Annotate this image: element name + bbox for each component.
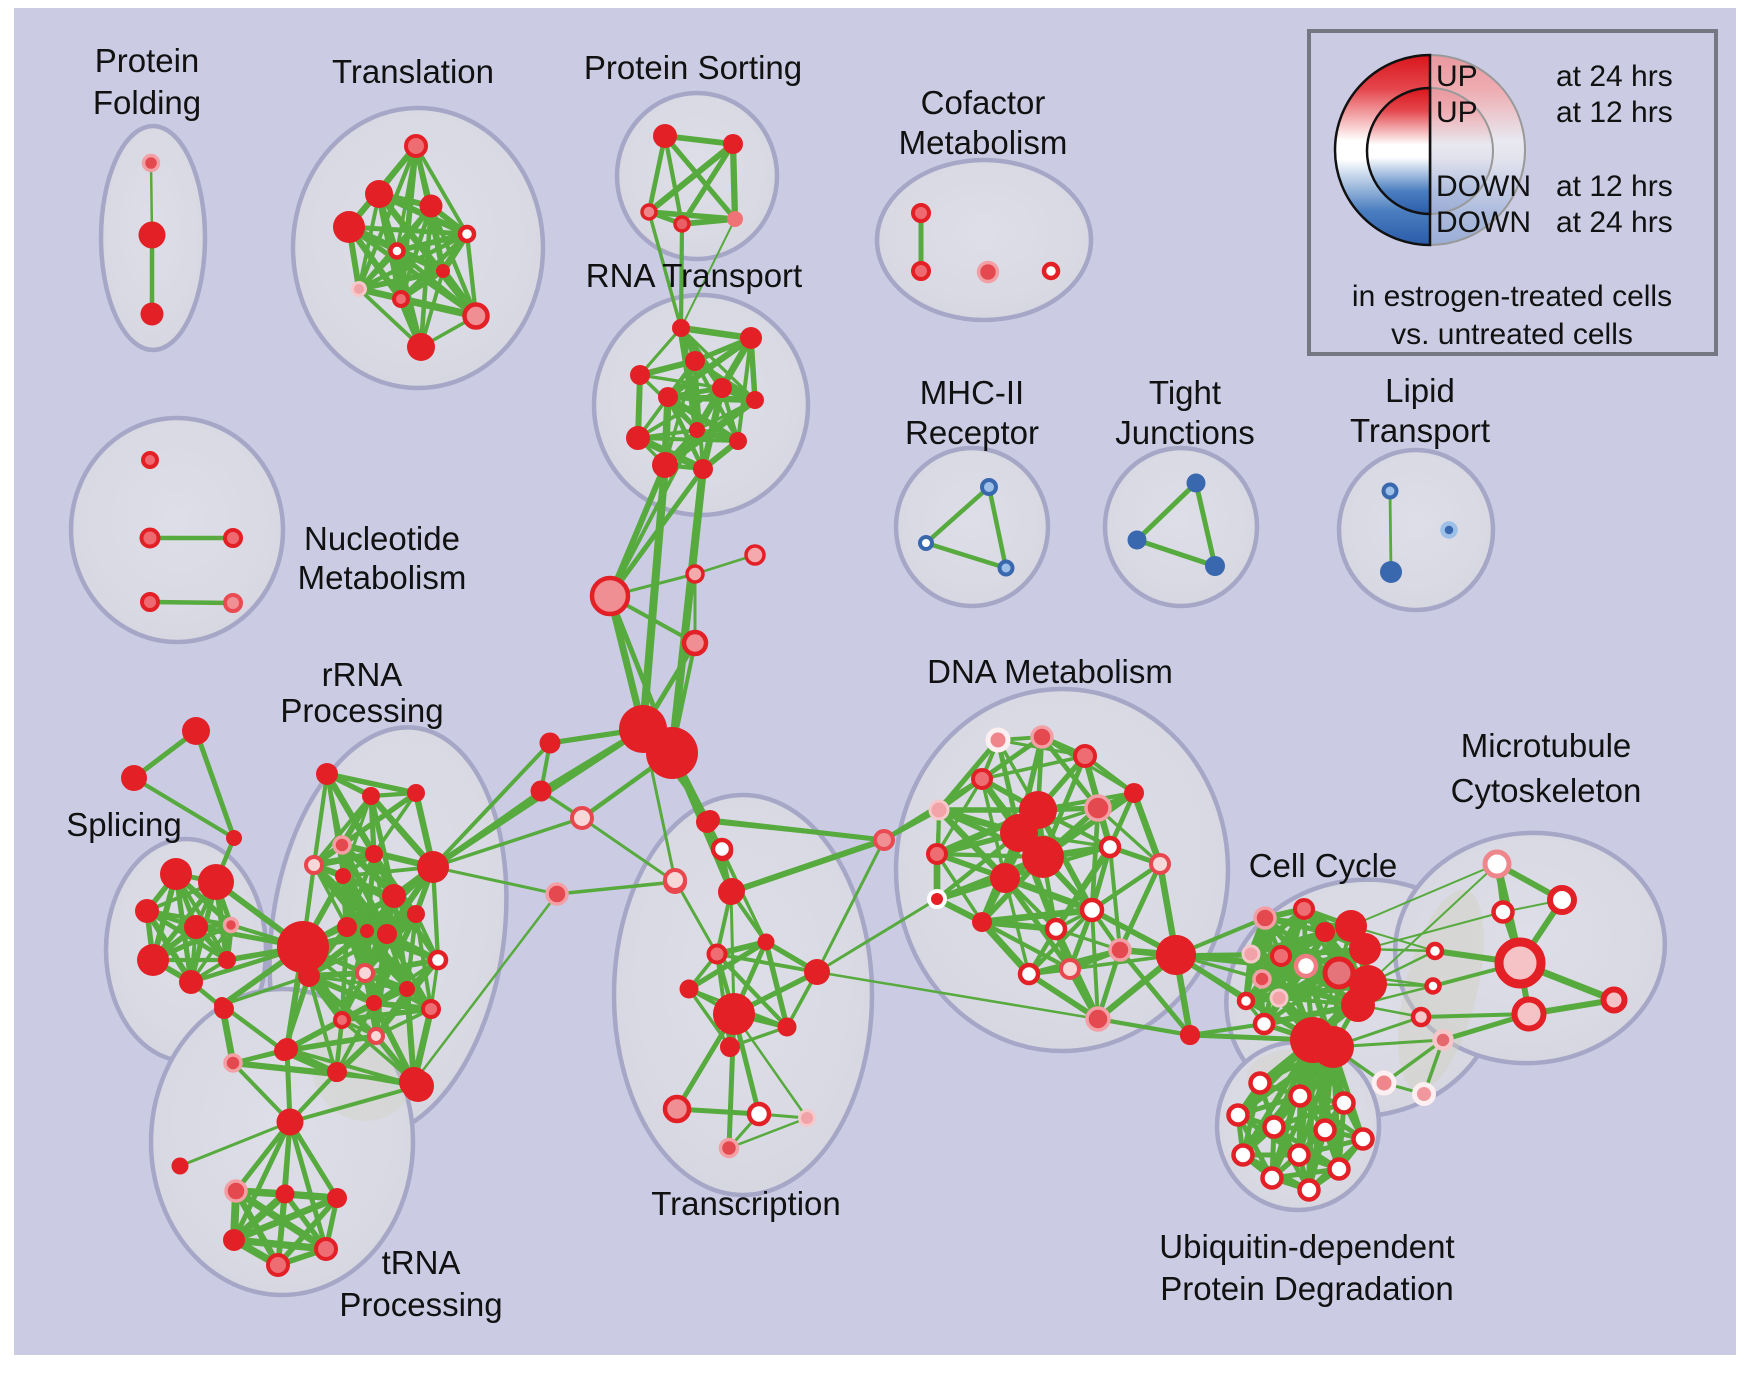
svg-text:Cytoskeleton: Cytoskeleton [1451,772,1642,809]
svg-text:at 24 hrs: at 24 hrs [1556,60,1673,93]
svg-text:Transport: Transport [1350,412,1490,449]
svg-text:tRNA: tRNA [382,1244,461,1281]
svg-text:Transcription: Transcription [651,1185,841,1222]
svg-text:DOWN: DOWN [1436,170,1531,203]
svg-text:Microtubule: Microtubule [1461,727,1632,764]
svg-text:UP: UP [1436,96,1478,129]
svg-text:Cell Cycle: Cell Cycle [1249,847,1398,884]
svg-text:DOWN: DOWN [1436,206,1531,239]
svg-text:at 12 hrs: at 12 hrs [1556,96,1673,129]
svg-text:Metabolism: Metabolism [298,559,467,596]
svg-text:Translation: Translation [332,53,494,90]
svg-text:Junctions: Junctions [1115,414,1254,451]
svg-text:Folding: Folding [93,84,201,121]
svg-text:Splicing: Splicing [66,806,182,843]
svg-text:at 12 hrs: at 12 hrs [1556,170,1673,203]
svg-text:at 24 hrs: at 24 hrs [1556,206,1673,239]
svg-text:MHC-II: MHC-II [920,374,1024,411]
svg-text:UP: UP [1436,60,1478,93]
svg-text:Metabolism: Metabolism [899,124,1068,161]
svg-text:Receptor: Receptor [905,414,1039,451]
svg-text:Tight: Tight [1149,374,1221,411]
svg-text:rRNA: rRNA [322,656,403,693]
svg-text:Ubiquitin-dependent: Ubiquitin-dependent [1159,1228,1454,1265]
svg-text:Processing: Processing [339,1286,502,1323]
svg-text:Nucleotide: Nucleotide [304,520,460,557]
svg-text:Cofactor: Cofactor [921,84,1046,121]
svg-text:Protein Sorting: Protein Sorting [584,49,802,86]
svg-text:in estrogen-treated cells: in estrogen-treated cells [1352,280,1672,313]
svg-text:Lipid: Lipid [1385,372,1455,409]
svg-text:Protein Degradation: Protein Degradation [1160,1270,1454,1307]
svg-text:DNA Metabolism: DNA Metabolism [927,653,1173,690]
svg-text:Processing: Processing [280,692,443,729]
svg-text:vs. untreated cells: vs. untreated cells [1391,318,1633,351]
svg-text:Protein: Protein [95,42,200,79]
svg-text:RNA Transport: RNA Transport [586,257,802,294]
